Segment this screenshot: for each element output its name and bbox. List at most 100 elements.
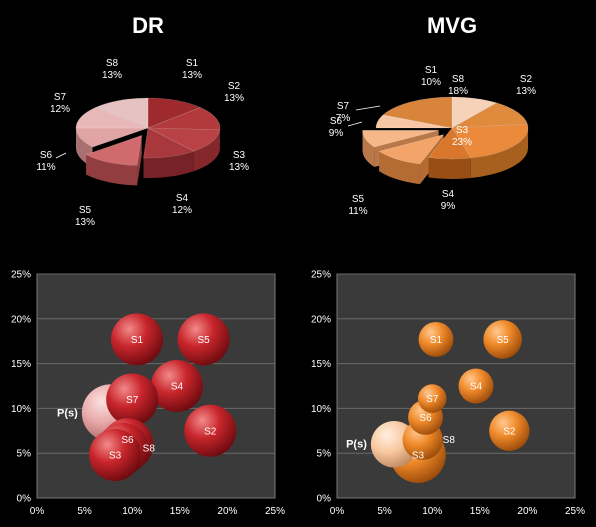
y-tick-label: 10% (311, 404, 331, 415)
pie-label-S2: S2 13% (224, 81, 244, 104)
x-tick-label: 5% (377, 506, 392, 517)
pie-slice-S7 (375, 114, 453, 129)
pie-side-S4 (428, 157, 471, 180)
x-tick-label: 25% (565, 506, 585, 517)
y-tick-label: 0% (17, 494, 32, 505)
bubble-label-s8: S8 (443, 435, 456, 446)
y-tick-label: 5% (317, 449, 332, 460)
y-tick-label: 15% (11, 359, 31, 370)
pie-label-S1: S1 10% (421, 65, 441, 88)
pie-slice-S8 (382, 96, 453, 129)
bubble-label-s2: S2 (204, 426, 217, 437)
bubble-label-ps: P(s) (346, 439, 367, 451)
y-tick-label: 20% (11, 314, 31, 325)
pie-slice-S2 (451, 102, 528, 129)
pie-label-S4: S4 12% (172, 193, 192, 216)
pie-slice-S3 (451, 123, 529, 159)
pie-label-S3: S3 13% (229, 150, 249, 173)
bubble-label-s8: S8 (143, 444, 156, 455)
x-tick-label: 25% (265, 506, 285, 517)
pie-dr: S1 13% S2 13% S3 13% S4 12% S5 13% S6 11% S7 12% S8 13% (36, 58, 249, 228)
pie-slice-S8 (94, 97, 149, 129)
chart-title-mvg: MVG (427, 13, 477, 38)
bubble-s5 (483, 320, 522, 359)
pie-label-S6: S6 9% (329, 116, 344, 139)
pie-slice-S6 (75, 127, 149, 148)
bubble-label-s4: S4 (171, 382, 184, 393)
bubble-label-s6: S6 (121, 435, 134, 446)
leader-line-s6-dr (55, 152, 67, 159)
x-tick-label: 15% (470, 506, 490, 517)
pie-slice-S5 (378, 134, 445, 165)
x-tick-label: 10% (122, 506, 142, 517)
pie-slice-S1 (147, 97, 202, 129)
bubble-label-s7: S7 (126, 395, 139, 406)
x-tick-label: 10% (422, 506, 442, 517)
x-tick-label: 0% (30, 506, 45, 517)
x-tick-label: 20% (217, 506, 237, 517)
bubble-s3 (89, 428, 142, 481)
bubble-label-s3: S3 (109, 450, 122, 461)
y-tick-label: 10% (11, 404, 31, 415)
y-tick-label: 25% (311, 270, 331, 281)
pie-mvg: S1 10% S2 13% S3 23% S4 9% S5 11% S6 9%S7 7% S8 18% (329, 65, 536, 217)
plot-area (336, 273, 576, 499)
y-tick-label: 25% (11, 270, 31, 281)
pie-side-S3 (193, 129, 220, 172)
y-tick-label: 5% (17, 449, 32, 460)
pie-label-S3: S3 23% (452, 125, 472, 148)
bubble-label-s5: S5 (497, 335, 510, 346)
y-tick-label: 15% (311, 359, 331, 370)
pie-slice-S6 (362, 130, 439, 148)
pie-label-S7: S7 7% (336, 101, 351, 124)
leader-line-s6-mvg (347, 121, 363, 127)
bubble-s7 (106, 373, 159, 426)
bubble-label-s6: S6 (419, 413, 432, 424)
bubble-s4 (150, 360, 203, 412)
pie-side-S4 (143, 151, 194, 178)
bubble-label-s1: S1 (131, 335, 144, 346)
pie-label-S8: S8 13% (102, 58, 122, 81)
pie-label-S2: S2 13% (516, 74, 536, 97)
bubble-chart-2: 0% 5% 10% 15% 20% 25% 0% 5% 10% 15% 20% 25% S1 S5 S4 S7… (11, 270, 285, 518)
bubble-label-s5: S5 (197, 335, 210, 346)
bubble-s2 (184, 404, 237, 457)
bubble-label-s2: S2 (503, 426, 516, 437)
pie-label-S6: S6 11% (36, 150, 55, 173)
bubble-label-s4: S4 (470, 382, 483, 393)
pie-slice-S1 (451, 96, 498, 129)
pie-slice-S2 (147, 107, 221, 131)
pie-slice-S7 (75, 107, 149, 129)
x-tick-label: 5% (77, 506, 92, 517)
pie-label-S8: S8 18% (448, 74, 468, 97)
bubble-s1 (110, 313, 163, 366)
pie-slice-S5 (85, 135, 143, 166)
bubble-label-s1: S1 (430, 335, 443, 346)
y-tick-label: 20% (311, 314, 331, 325)
bubble-label-s7: S7 (426, 394, 439, 405)
pie-slice-S4 (143, 127, 195, 159)
pie-label-S4: S4 9% (441, 189, 456, 212)
x-tick-label: 20% (517, 506, 537, 517)
pie-label-S1: S1 13% (182, 58, 202, 81)
x-tick-label: 15% (170, 506, 190, 517)
bubble-s1 (418, 321, 454, 357)
bubble-s7 (417, 384, 447, 413)
pie-label-S7: S7 12% (50, 92, 70, 115)
pie-slice-S3 (147, 127, 221, 152)
bubble-label-ps: P(s) (57, 407, 78, 419)
bubble-label-s3: S3 (412, 450, 425, 461)
leader-line-s7-mvg (355, 105, 381, 111)
pie-side-S3 (470, 128, 528, 179)
pie-slice-S4 (427, 127, 472, 160)
bubble-s4 (458, 368, 494, 404)
bubble-chart-3: 0% 5% 10% 15% 20% 25% 0% 5% 10% 15% 20% 25% S1 S5 S4 S7… (311, 270, 585, 518)
pie-label-S5: S5 13% (75, 205, 95, 228)
bubble-s5 (177, 313, 230, 366)
bubble-s2 (489, 410, 530, 451)
y-tick-label: 0% (317, 494, 332, 505)
chart-title-dr: DR (132, 13, 164, 38)
x-tick-label: 0% (330, 506, 345, 517)
pie-label-S5: S5 11% (348, 194, 367, 217)
